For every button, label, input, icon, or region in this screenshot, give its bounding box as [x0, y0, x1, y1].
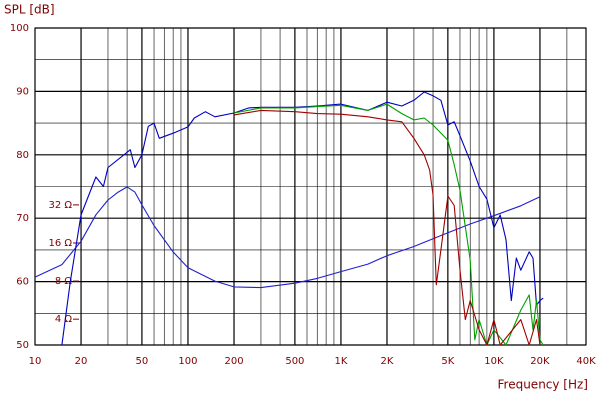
series-line: [61, 91, 544, 346]
y2-tick-label: 8 Ω: [55, 276, 73, 287]
y-tick-label: 100: [10, 23, 29, 34]
x-tick-label: 200: [224, 356, 243, 367]
x-axis-label: Frequency [Hz]: [498, 378, 589, 392]
x-tick-label: 2K: [381, 356, 394, 367]
series-line: [233, 103, 544, 346]
x-tick-label: 5K: [441, 356, 454, 367]
y-tick-label: 70: [16, 213, 29, 224]
x-tick-label: 40K: [576, 356, 596, 367]
x-tick-label: 20: [75, 356, 88, 367]
y2-tick-label: 16 Ω: [48, 238, 72, 249]
x-tick-label: 50: [136, 356, 149, 367]
x-tick-label: 1K: [334, 356, 347, 367]
series-line: [233, 109, 541, 346]
x-tick-label: 10: [29, 356, 42, 367]
y-axis-label: SPL [dB]: [4, 3, 55, 17]
x-tick-label: 10K: [484, 356, 504, 367]
y2-tick-label: 32 Ω: [48, 200, 72, 211]
series-line: [34, 186, 541, 289]
x-tick-label: 500: [285, 356, 304, 367]
y2-tick-label: 4 Ω: [55, 314, 73, 325]
y-tick-label: 80: [16, 150, 29, 161]
y-tick-label: 60: [16, 277, 29, 288]
y-tick-label: 90: [16, 86, 29, 97]
x-tick-label: 20K: [530, 356, 550, 367]
x-tick-label: 100: [178, 356, 197, 367]
y-tick-label: 50: [16, 340, 29, 351]
